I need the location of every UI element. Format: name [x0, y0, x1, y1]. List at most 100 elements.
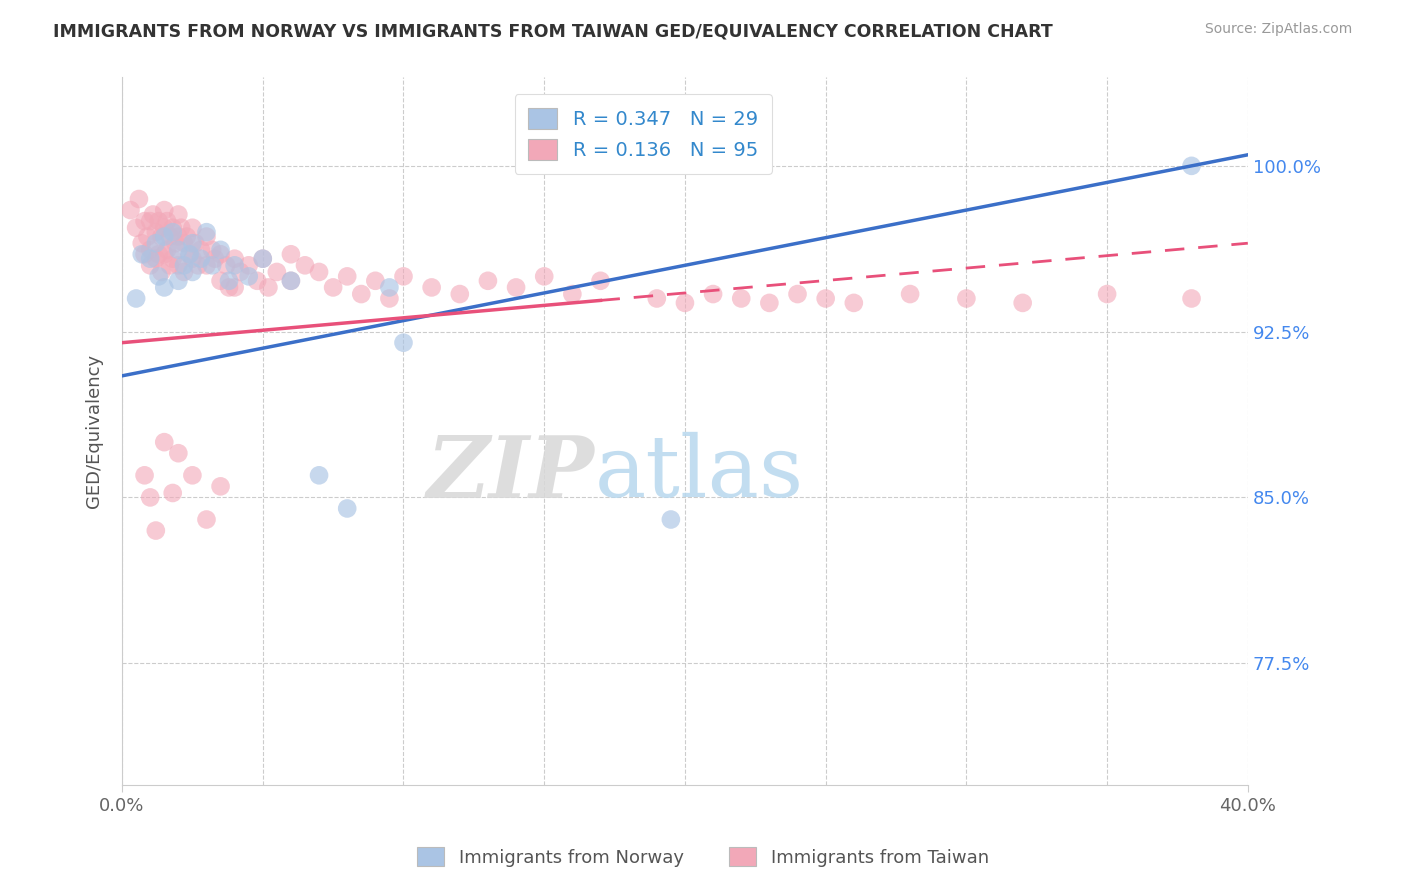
- Point: [238, 269, 260, 284]
- Point: [336, 269, 359, 284]
- Point: [350, 287, 373, 301]
- Point: [136, 229, 159, 244]
- Point: [378, 292, 401, 306]
- Point: [173, 236, 195, 251]
- Point: [224, 252, 246, 266]
- Point: [561, 287, 583, 301]
- Point: [162, 486, 184, 500]
- Point: [195, 512, 218, 526]
- Point: [139, 252, 162, 266]
- Point: [449, 287, 471, 301]
- Point: [533, 269, 555, 284]
- Point: [167, 274, 190, 288]
- Point: [139, 258, 162, 272]
- Point: [224, 280, 246, 294]
- Point: [181, 236, 204, 251]
- Point: [195, 225, 218, 239]
- Point: [229, 265, 252, 279]
- Point: [659, 512, 682, 526]
- Point: [1095, 287, 1118, 301]
- Point: [204, 252, 226, 266]
- Point: [179, 247, 201, 261]
- Point: [322, 280, 344, 294]
- Point: [148, 247, 170, 261]
- Point: [257, 280, 280, 294]
- Point: [159, 258, 181, 272]
- Point: [120, 202, 142, 217]
- Point: [308, 265, 330, 279]
- Point: [176, 229, 198, 244]
- Point: [195, 258, 218, 272]
- Point: [145, 225, 167, 239]
- Point: [150, 229, 173, 244]
- Point: [209, 274, 232, 288]
- Point: [150, 265, 173, 279]
- Point: [252, 252, 274, 266]
- Point: [702, 287, 724, 301]
- Point: [201, 258, 224, 272]
- Point: [153, 280, 176, 294]
- Point: [125, 292, 148, 306]
- Point: [215, 258, 238, 272]
- Point: [477, 274, 499, 288]
- Point: [128, 192, 150, 206]
- Point: [153, 220, 176, 235]
- Point: [167, 258, 190, 272]
- Point: [589, 274, 612, 288]
- Point: [162, 225, 184, 239]
- Point: [139, 243, 162, 257]
- Point: [420, 280, 443, 294]
- Point: [148, 214, 170, 228]
- Point: [505, 280, 527, 294]
- Point: [153, 435, 176, 450]
- Point: [184, 236, 207, 251]
- Point: [134, 247, 156, 261]
- Point: [165, 236, 187, 251]
- Point: [308, 468, 330, 483]
- Point: [336, 501, 359, 516]
- Point: [730, 292, 752, 306]
- Point: [209, 247, 232, 261]
- Point: [139, 214, 162, 228]
- Point: [162, 220, 184, 235]
- Point: [280, 247, 302, 261]
- Point: [181, 265, 204, 279]
- Point: [181, 220, 204, 235]
- Point: [131, 247, 153, 261]
- Point: [142, 207, 165, 221]
- Point: [134, 214, 156, 228]
- Point: [392, 335, 415, 350]
- Point: [125, 220, 148, 235]
- Point: [392, 269, 415, 284]
- Point: [645, 292, 668, 306]
- Point: [153, 202, 176, 217]
- Point: [159, 229, 181, 244]
- Point: [190, 252, 212, 266]
- Point: [266, 265, 288, 279]
- Point: [814, 292, 837, 306]
- Point: [170, 220, 193, 235]
- Point: [294, 258, 316, 272]
- Point: [181, 252, 204, 266]
- Point: [955, 292, 977, 306]
- Point: [131, 236, 153, 251]
- Point: [842, 296, 865, 310]
- Point: [134, 468, 156, 483]
- Point: [179, 247, 201, 261]
- Point: [181, 468, 204, 483]
- Point: [246, 274, 269, 288]
- Point: [153, 229, 176, 244]
- Text: ZIP: ZIP: [427, 432, 595, 516]
- Point: [195, 229, 218, 244]
- Point: [898, 287, 921, 301]
- Point: [758, 296, 780, 310]
- Point: [167, 207, 190, 221]
- Point: [209, 479, 232, 493]
- Point: [148, 269, 170, 284]
- Point: [173, 258, 195, 272]
- Text: Source: ZipAtlas.com: Source: ZipAtlas.com: [1205, 22, 1353, 37]
- Point: [153, 247, 176, 261]
- Point: [1011, 296, 1033, 310]
- Point: [167, 243, 190, 257]
- Point: [167, 229, 190, 244]
